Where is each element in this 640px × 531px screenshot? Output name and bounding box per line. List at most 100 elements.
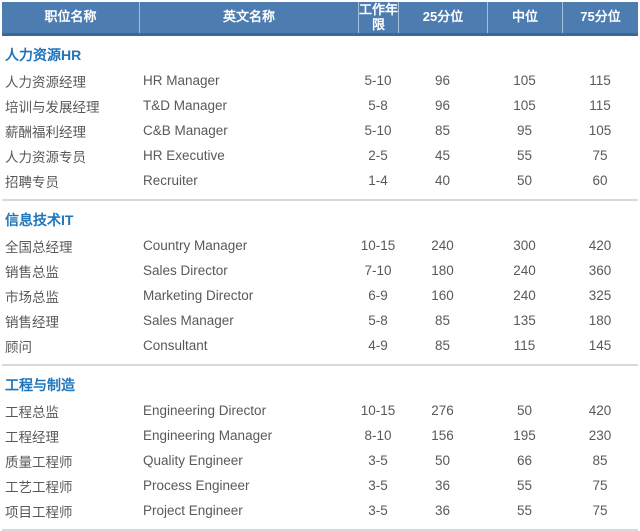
cell-years: 7-10 [364,263,392,278]
cell-median: 300 [513,238,536,253]
cell-title_en: HR Executive [143,148,225,163]
cell-p25: 36 [434,503,451,518]
cell-title_en: Project Engineer [143,503,243,518]
table-body: 人力资源HR 人力资源经理 HR Manager 5-10 96 105 115 培训与发展经… [2,36,638,531]
cell-p25: 156 [431,428,454,443]
cell-p25: 36 [434,478,451,493]
column-header-75th-percentile: 75分位 [562,2,638,33]
table-header-row: 职位名称 英文名称 工作年限 25分位 中位 75分位 [2,2,638,36]
cell-years: 3-5 [368,478,388,493]
table-row: 薪酬福利经理 C&B Manager 5-10 85 95 105 [2,118,638,143]
section-title: 人力资源HR [5,47,82,63]
cell-p75: 360 [588,263,612,278]
cell-title_en: HR Manager [143,73,220,88]
cell-p25: 85 [434,338,451,353]
cell-title_cn: 项目工程师 [5,504,73,520]
cell-median: 240 [513,288,536,303]
column-header-work-years: 工作年限 [358,1,399,33]
cell-years: 3-5 [368,453,388,468]
cell-p75: 115 [589,73,611,88]
cell-median: 115 [513,338,536,353]
cell-years: 5-10 [364,123,392,138]
cell-median: 55 [516,478,533,493]
cell-p25: 96 [434,73,451,88]
table-row: 质量工程师 Quality Engineer 3-5 50 66 85 [2,448,638,473]
cell-p75: 230 [588,428,612,443]
cell-p25: 276 [431,403,454,418]
cell-title_en: Country Manager [143,238,248,253]
section-separator [2,364,638,366]
cell-title_en: Process Engineer [143,478,250,493]
cell-p25: 160 [431,288,454,303]
cell-years: 5-10 [364,73,392,88]
cell-title_en: C&B Manager [143,123,228,138]
cell-median: 105 [513,98,536,113]
cell-p75: 75 [592,503,608,518]
cell-median: 55 [516,503,533,518]
cell-p25: 85 [434,123,451,138]
cell-median: 195 [513,428,536,443]
cell-years: 2-5 [368,148,388,163]
cell-median: 95 [516,123,533,138]
cell-p75: 75 [592,478,608,493]
cell-median: 50 [516,173,533,188]
table-row: 培训与发展经理 T&D Manager 5-8 96 105 115 [2,93,638,118]
cell-title_en: Engineering Director [143,403,267,418]
cell-p75: 105 [588,123,612,138]
cell-p75: 420 [588,403,612,418]
cell-years: 6-9 [368,288,388,303]
cell-title_cn: 招聘专员 [5,174,59,190]
cell-title_cn: 全国总经理 [5,239,73,255]
cell-median: 240 [513,263,536,278]
cell-p25: 240 [431,238,454,253]
cell-title_cn: 质量工程师 [5,454,73,470]
cell-years: 10-15 [360,403,396,418]
cell-title_cn: 销售总监 [5,264,59,280]
table-row: 销售总监 Sales Director 7-10 180 240 360 [2,258,638,283]
cell-years: 5-8 [368,98,388,113]
section-separator [2,199,638,201]
section-title: 工程与制造 [5,377,75,393]
cell-title_en: Sales Manager [143,313,234,328]
cell-median: 105 [513,73,536,88]
cell-p25: 40 [434,173,451,188]
table-row: 工程经理 Engineering Manager 8-10 156 195 230 [2,423,638,448]
cell-title_cn: 培训与发展经理 [5,99,100,115]
column-header-job-title-en: 英文名称 [139,2,358,33]
cell-title_cn: 薪酬福利经理 [5,124,86,140]
cell-title_en: T&D Manager [143,98,228,113]
cell-title_cn: 顾问 [5,339,32,355]
table-row: 工程总监 Engineering Director 10-15 276 50 420 [2,398,638,423]
section-title: 信息技术IT [5,212,74,228]
cell-years: 4-9 [368,338,388,353]
cell-median: 66 [516,453,533,468]
table-row: 项目工程师 Project Engineer 3-5 36 55 75 [2,498,638,523]
cell-title_cn: 人力资源专员 [5,149,86,165]
cell-p25: 180 [431,263,454,278]
cell-title_en: Quality Engineer [143,453,243,468]
cell-p25: 96 [434,98,451,113]
cell-title_en: Engineering Manager [143,428,273,443]
cell-p75: 115 [589,98,611,113]
cell-title_en: Consultant [143,338,208,353]
table-row: 销售经理 Sales Manager 5-8 85 135 180 [2,308,638,333]
cell-title_en: Marketing Director [143,288,254,303]
cell-years: 8-10 [364,428,392,443]
cell-title_cn: 人力资源经理 [5,74,86,90]
table-row: 市场总监 Marketing Director 6-9 160 240 325 [2,283,638,308]
cell-title_en: Recruiter [143,173,198,188]
cell-title_en: Sales Director [143,263,228,278]
cell-median: 50 [516,403,533,418]
table-row: 顾问 Consultant 4-9 85 115 145 [2,333,638,358]
cell-title_cn: 市场总监 [5,289,59,305]
cell-p75: 75 [592,148,608,163]
cell-median: 135 [513,313,536,328]
cell-title_cn: 工程总监 [5,404,59,420]
cell-years: 5-8 [368,313,388,328]
cell-p25: 45 [434,148,451,163]
cell-p75: 145 [588,338,612,353]
cell-median: 55 [516,148,533,163]
cell-p75: 85 [592,453,608,468]
cell-p25: 85 [434,313,451,328]
